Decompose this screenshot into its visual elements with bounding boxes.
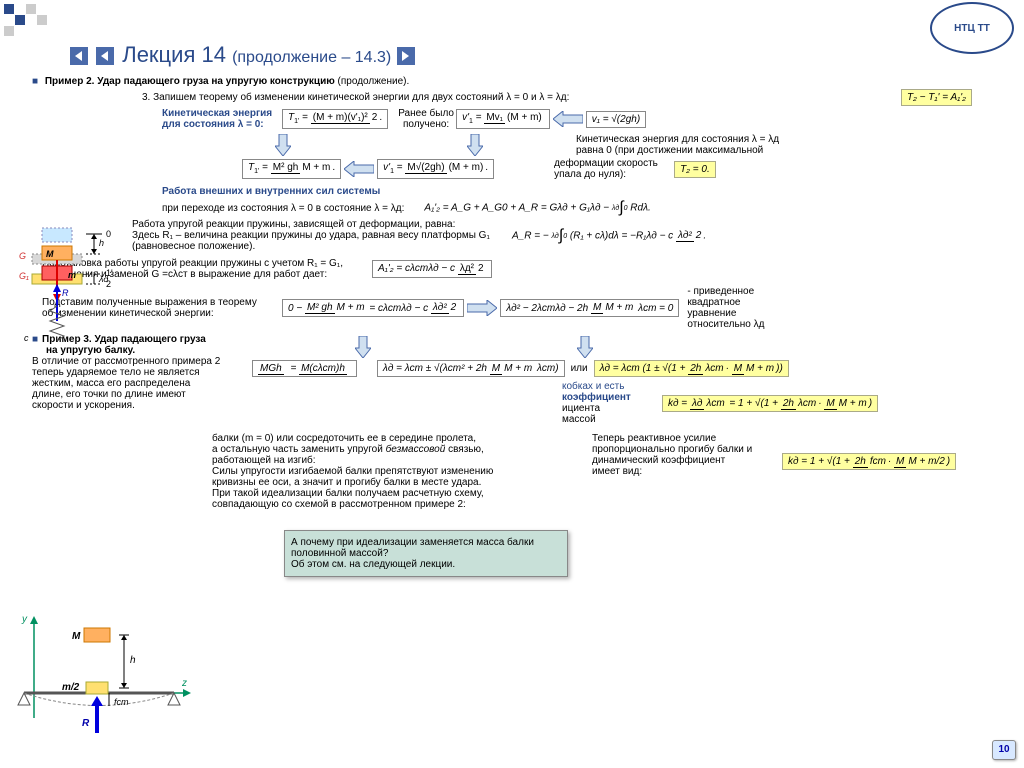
beam-f: При такой идеализации балки получаем рас…	[212, 488, 562, 499]
lam-box: λд = λст (1 ± √(1 + 2hλст· MM + m))	[594, 360, 789, 377]
nav-prev-icon[interactable]	[96, 47, 114, 65]
quad-eq: λд² − 2λстλд − 2h MM + m λст = 0	[500, 299, 679, 316]
k-hint2: коэффициент	[562, 392, 662, 403]
kin-label2a: Кинетическая энергия для состояния λ = λ…	[576, 134, 826, 145]
step3-text: 3. Запишем теорему об изменении кинетиче…	[142, 92, 569, 103]
AR-eq: A_R = − λд∫0 (R₁ + cλ)dλ = −R₁λд − c λд²…	[512, 227, 706, 245]
A12-eq: A₁'₂ = cλстλд − c λд²2	[372, 260, 492, 277]
example2-cont: (продолжение).	[338, 76, 410, 87]
or-text: или	[571, 363, 588, 374]
now-c: динамический коэффициент	[592, 455, 782, 466]
spring-a: Работа упругой реакции пружины, зависяще…	[132, 219, 512, 230]
k-eq: kд = λдλст = 1 + √(1 + 2hλст· MM + m)	[662, 395, 878, 412]
beam-g: совпадающую со схемой в рассмотренном пр…	[212, 499, 562, 510]
note-b: квадратное	[687, 297, 772, 308]
kin-label2d: упала до нуля):	[554, 169, 674, 180]
ranee-b: получено:	[396, 119, 456, 130]
ex3-p5: скорости и ускорения.	[32, 400, 252, 411]
beam-e: кривизны ее оси, а значит и прогибу балк…	[212, 477, 562, 488]
diagram-spring: G M G₁ m R c h λд 0 1' 2	[14, 226, 119, 366]
svg-text:0: 0	[106, 229, 111, 239]
v1p-eq: v'1 = Mv₁(M + m)	[456, 109, 550, 128]
ex3-p3: жестким, масса его распределена	[32, 378, 252, 389]
callout-l3: Об этом см. на следующей лекции.	[291, 559, 561, 570]
kin-label2c: деформации скорость	[554, 158, 674, 169]
beam-a: балки (m = 0) или сосредоточить ее в сер…	[212, 433, 562, 444]
svg-text:R: R	[62, 288, 69, 298]
v1-eq: v₁ = √(2gh)	[586, 111, 646, 128]
callout-box: А почему при идеализации заменяется масс…	[284, 530, 568, 577]
svg-text:fст: fст	[114, 697, 129, 707]
T1p2-eq: T1' = M² ghM + m.	[242, 159, 341, 178]
kin-label1a: Кинетическая энергия	[162, 108, 282, 119]
k-hint4: массой	[562, 414, 662, 425]
spring-c: (равновесное положение).	[132, 241, 512, 252]
v1pp-eq: v'1 = M√(2gh)(M + m).	[377, 159, 494, 178]
T2-eq: T₂ = 0.	[674, 161, 716, 178]
slide-title: Лекция 14 (продолжение – 14.3)	[70, 42, 1024, 68]
note-d: относительно λд	[687, 319, 772, 330]
k-hint1: кобках и есть	[562, 381, 662, 392]
svg-text:m: m	[68, 270, 76, 280]
svg-text:z: z	[181, 678, 187, 689]
svg-text:h: h	[130, 655, 136, 666]
kin-label1b: для состояния λ = 0:	[162, 119, 282, 130]
ex3-p4: длине, его точки по длине имеют	[32, 389, 252, 400]
note-c: уравнение	[687, 308, 772, 319]
kd2-eq: kд = 1 + √(1 + 2hfст· MM + m/2)	[782, 453, 956, 470]
callout-l1: А почему при идеализации заменяется масс…	[291, 537, 561, 548]
arrow-right-icon	[467, 300, 497, 316]
k-hint3: ициента	[562, 403, 662, 414]
svg-text:y: y	[21, 614, 28, 625]
svg-text:M: M	[46, 249, 54, 259]
content: ■ Пример 2. Удар падающего груза на упру…	[0, 76, 1024, 510]
now-a: Теперь реактивное усилие	[592, 433, 782, 444]
arrow-left-icon	[344, 161, 374, 177]
ranee-a: Ранее было	[396, 108, 456, 119]
arrow-down-icon	[275, 134, 291, 156]
corner-decoration	[4, 4, 54, 28]
svg-text:c: c	[24, 333, 29, 343]
top-bar: НТЦ ТТ	[0, 0, 1024, 32]
T1-eq: T1' = (M + m)(v'₁)²2.	[282, 109, 388, 128]
now-b: пропорционально прогибу балки и	[592, 444, 782, 455]
svg-text:M: M	[72, 631, 81, 642]
bullet-icon: ■	[32, 76, 38, 87]
spring-b: Здесь R₁ – величина реакции пружины до у…	[132, 230, 512, 241]
svg-text:m/2: m/2	[62, 682, 80, 693]
diagram-spring-svg: G M G₁ m R c h λд 0 1' 2	[14, 226, 119, 366]
svg-text:G: G	[19, 251, 26, 261]
now-d: имеет вид:	[592, 466, 782, 477]
arrow-down-icon	[467, 134, 483, 156]
work-sub: при переходе из состояния λ = 0 в состоя…	[162, 203, 404, 214]
callout-l2: половинной массой?	[291, 548, 561, 559]
page-number: 10	[992, 740, 1016, 760]
theorem-eq: T₂ − T₁' = A₁'₂	[901, 89, 972, 106]
zero-eq: 0 − M² ghM + m = cλстλд − c λд²2	[282, 299, 464, 316]
work-heading: Работа внешних и внутренних сил системы	[162, 186, 380, 197]
beam-d: Силы упругости изгибаемой балки препятст…	[212, 466, 562, 477]
A-eq: A₁'₂ = A_G + A_G0 + A_R = Gλд + G₁λд − λ…	[424, 199, 650, 217]
kin-label2b: равна 0 (при достижении максимальной	[576, 145, 826, 156]
example2-heading: Пример 2. Удар падающего груза на упругу…	[45, 76, 335, 87]
logo: НТЦ ТТ	[930, 2, 1014, 54]
nav-next-icon[interactable]	[397, 47, 415, 65]
svg-text:G₁: G₁	[19, 271, 29, 281]
beam-b: а остальную часть заменить упругой безма…	[212, 444, 562, 455]
svg-text:1': 1'	[106, 268, 113, 278]
diagram-beam: y z M m/2 h R fст	[14, 608, 194, 738]
svg-text:h: h	[99, 238, 104, 248]
svg-text:R: R	[82, 718, 90, 729]
lam-eq: λд = λст ± √(λст² + 2h MM + m λст)	[377, 360, 565, 377]
mgh-eq: MGh = M(cλст)h	[252, 360, 357, 377]
ex3-p2: теперь ударяемое тело не является	[32, 367, 252, 378]
svg-text:2: 2	[106, 279, 111, 289]
nav-first-icon[interactable]	[70, 47, 88, 65]
beam-c: работающей на изгиб:	[212, 455, 562, 466]
note-a: - приведенное	[687, 286, 772, 297]
arrow-left-icon	[553, 111, 583, 127]
